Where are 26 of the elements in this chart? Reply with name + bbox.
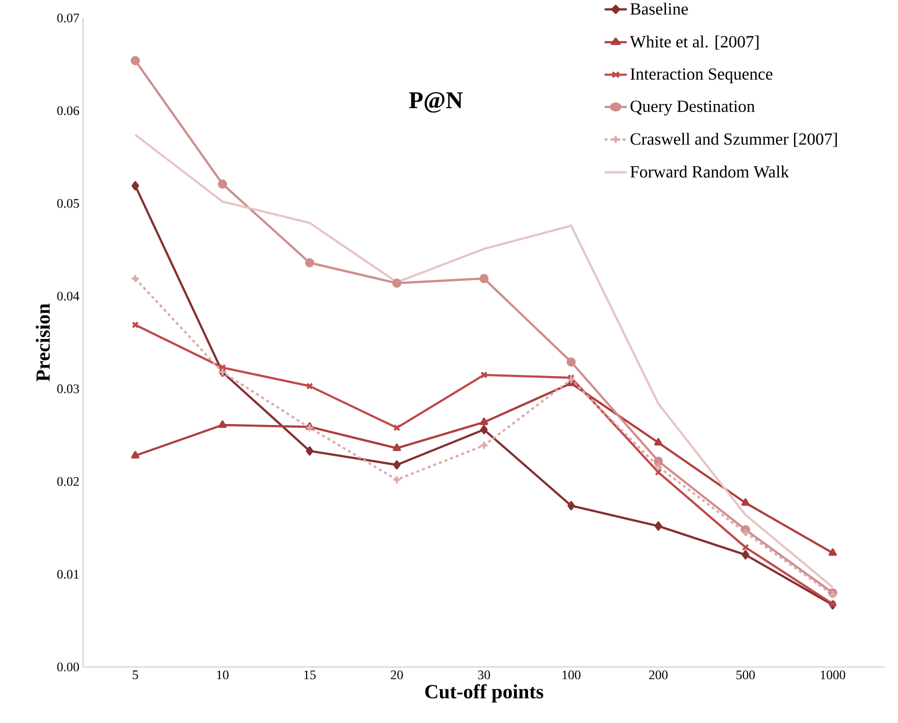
x-tick-label: 20 xyxy=(390,670,403,680)
y-tick-label: 0.01 xyxy=(57,570,79,579)
x-tick-label: 5 xyxy=(132,670,138,680)
y-tick-label: 0.05 xyxy=(57,199,79,208)
y-tick-label: 0.07 xyxy=(57,14,80,22)
legend-label: Query Destination xyxy=(630,100,755,116)
y-tick-label: 0.04 xyxy=(57,292,80,301)
legend-label: Baseline xyxy=(630,2,688,15)
x-axis-title: Cut-off points xyxy=(425,684,544,702)
x-tick-label: 500 xyxy=(736,670,755,680)
x-tick-label: 10 xyxy=(217,670,228,680)
legend-label: Craswell and Szummer [2007] xyxy=(630,132,837,147)
legend-label: Forward Random Walk xyxy=(630,166,790,178)
y-axis-title: Precision xyxy=(36,304,50,382)
y-tick-label: 0.03 xyxy=(57,384,79,394)
x-tick-label: 15 xyxy=(304,670,316,680)
x-tick-label: 1000 xyxy=(820,670,846,680)
legend-label: White et al. [2007] xyxy=(630,36,758,50)
x-tick-label: 100 xyxy=(562,670,580,680)
y-tick-label: 0.00 xyxy=(57,662,79,672)
x-tick-label: 200 xyxy=(649,670,668,680)
y-tick-label: 0.06 xyxy=(57,106,80,116)
x-tick-label: 30 xyxy=(478,670,490,680)
text: P@N xyxy=(409,92,463,113)
y-tick-label: 0.02 xyxy=(57,477,79,486)
legend-label: Interaction Sequence xyxy=(630,68,772,84)
